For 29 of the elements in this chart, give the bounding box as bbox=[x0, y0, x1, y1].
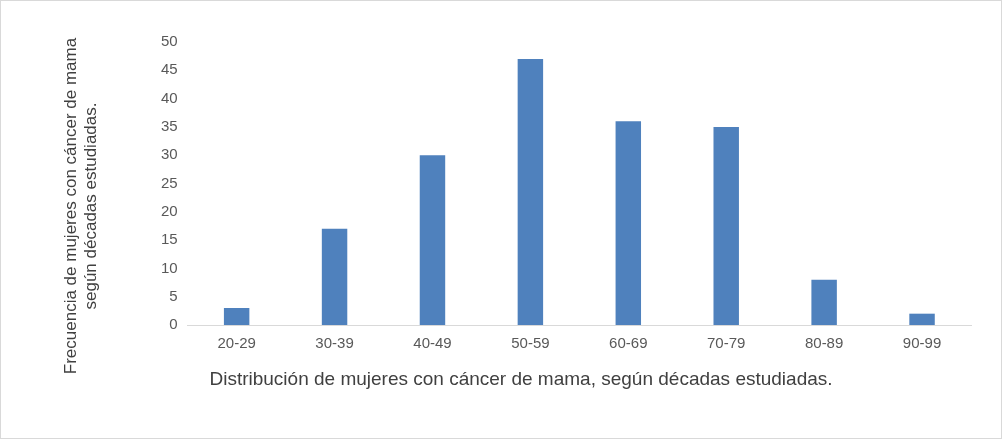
x-tick-label: 30-39 bbox=[315, 334, 354, 352]
y-tick-label: 45 bbox=[161, 60, 178, 78]
bar bbox=[811, 279, 837, 325]
x-tick-label: 20-29 bbox=[217, 334, 256, 352]
y-tick-label: 30 bbox=[161, 145, 178, 163]
y-tick-label: 15 bbox=[161, 230, 178, 248]
bar bbox=[713, 126, 739, 325]
x-tick-label: 80-89 bbox=[804, 334, 844, 352]
x-tick-label: 60-69 bbox=[609, 334, 648, 352]
x-tick-label: 90-99 bbox=[902, 334, 942, 352]
y-tick-label: 40 bbox=[161, 88, 178, 106]
y-axis-title: Frecuencia de mujeres con cáncer de mama según décadas estudiadas. bbox=[61, 36, 101, 376]
y-tick-label: 50 bbox=[161, 32, 178, 50]
bar bbox=[517, 58, 544, 325]
bar bbox=[909, 313, 935, 325]
y-tick-label: 10 bbox=[161, 258, 178, 276]
y-tick-label: 35 bbox=[161, 117, 178, 135]
y-tick-label: 20 bbox=[161, 201, 178, 219]
bar bbox=[419, 155, 446, 325]
bar bbox=[615, 121, 642, 325]
y-tick-label: 5 bbox=[169, 286, 178, 304]
y-tick-label: 0 bbox=[169, 315, 178, 333]
x-axis-title: Distribución de mujeres con cáncer de mama, según décadas estudiadas. bbox=[208, 367, 834, 391]
y-tick-label: 25 bbox=[161, 173, 178, 191]
x-tick-label: 70-79 bbox=[707, 334, 746, 352]
bar bbox=[223, 308, 250, 325]
bar bbox=[321, 228, 348, 325]
x-tick-label: 40-49 bbox=[413, 334, 452, 352]
x-tick-label: 50-59 bbox=[511, 334, 550, 352]
